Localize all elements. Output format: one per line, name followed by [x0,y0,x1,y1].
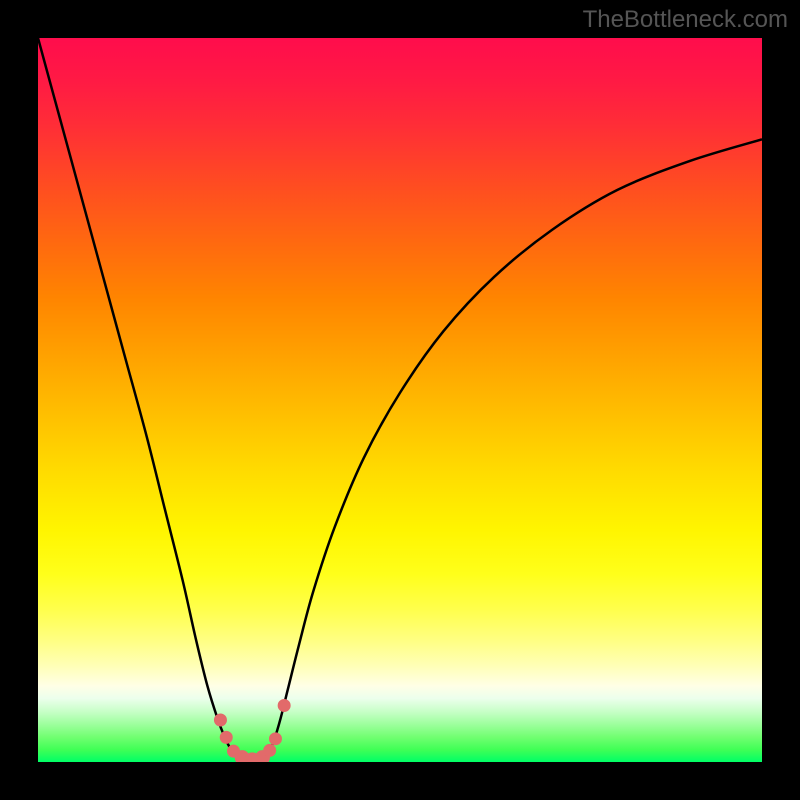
curve-marker [214,714,226,726]
bottleneck-chart [0,0,800,800]
curve-marker [269,733,281,745]
plot-background-gradient [38,38,762,762]
curve-marker [278,700,290,712]
chart-container: TheBottleneck.com [0,0,800,800]
watermark-text: TheBottleneck.com [583,6,788,34]
curve-marker [264,744,276,756]
curve-marker [220,731,232,743]
